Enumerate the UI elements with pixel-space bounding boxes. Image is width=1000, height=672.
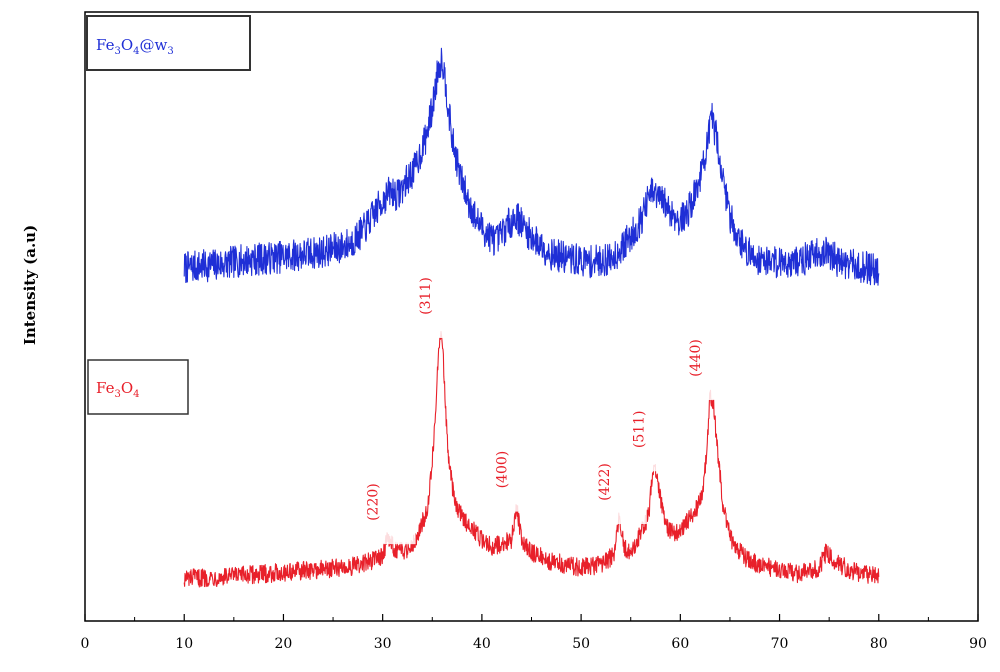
series-line-fe3o4-w3 [183, 47, 880, 286]
legend-text-sub: 3 [114, 46, 120, 57]
peak-label: (422) [597, 463, 613, 501]
x-tick-label: 80 [870, 636, 888, 652]
peak-label: (511) [632, 410, 648, 448]
peak-label-backing [357, 460, 416, 545]
peak-label-backing [680, 316, 739, 400]
x-tick-label: 0 [81, 636, 90, 652]
legend-text-part: Fe [96, 379, 115, 397]
legend-text-sub: 3 [114, 389, 120, 400]
peak-label: (311) [418, 277, 434, 315]
legend-label-fe3o4-w3: Fe3O4@w3 [96, 36, 174, 57]
x-tick-label: 90 [969, 636, 987, 652]
x-axis: 0 10 20 30 40 50 60 70 80 90 [81, 614, 987, 652]
x-tick-label: 30 [374, 636, 392, 652]
x-tick-label: 40 [473, 636, 491, 652]
x-tick-label: 60 [671, 636, 689, 652]
x-tick-label: 70 [771, 636, 789, 652]
x-tick-label: 50 [572, 636, 590, 652]
legend-text-sub: 4 [133, 46, 139, 57]
peak-label-backing [486, 427, 545, 512]
series-line-fe3o4 [183, 330, 880, 588]
peak-label: (400) [495, 451, 511, 489]
legend-text-part: @w [140, 36, 168, 54]
legend-text-part: O [121, 379, 133, 397]
series-layer [183, 47, 880, 588]
legend-box-2 [87, 359, 189, 415]
peak-label: (220) [366, 483, 382, 521]
legend-text-sub: 4 [133, 389, 139, 400]
x-tick-label: 20 [275, 636, 293, 652]
legend-label-fe3o4: Fe3O4 [96, 379, 140, 400]
peak-label-backing [410, 254, 469, 338]
legend-fe3o4: Fe3O4 [87, 359, 189, 415]
legend-box-1 [86, 15, 251, 71]
legend-text-part: O [121, 36, 133, 54]
legend-fe3o4-w3: Fe3O4@w3 [86, 15, 251, 71]
y-axis-label: Intensity (a.u) [21, 225, 39, 345]
peak-label: (440) [688, 339, 704, 377]
x-tick-label: 10 [175, 636, 193, 652]
peak-labels: (220) (311) (400) (422) (511) (440) [357, 254, 739, 545]
peak-label-backing [623, 387, 682, 472]
legend-text-sub: 3 [167, 46, 173, 57]
legend-text-part: Fe [96, 36, 115, 54]
